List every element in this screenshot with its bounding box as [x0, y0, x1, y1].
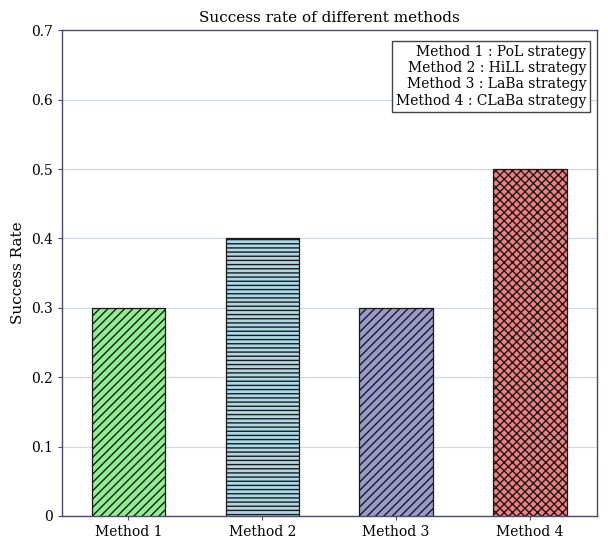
Text: Method 1 : PoL strategy
Method 2 : HiLL strategy
Method 3 : LaBa strategy
Method: Method 1 : PoL strategy Method 2 : HiLL …: [396, 45, 586, 108]
Title: Success rate of different methods: Success rate of different methods: [199, 11, 460, 25]
Bar: [359, 308, 433, 516]
Y-axis label: Success Rate: Success Rate: [11, 222, 25, 324]
Bar: [92, 308, 165, 516]
Bar: [493, 169, 567, 516]
Bar: [226, 239, 299, 516]
